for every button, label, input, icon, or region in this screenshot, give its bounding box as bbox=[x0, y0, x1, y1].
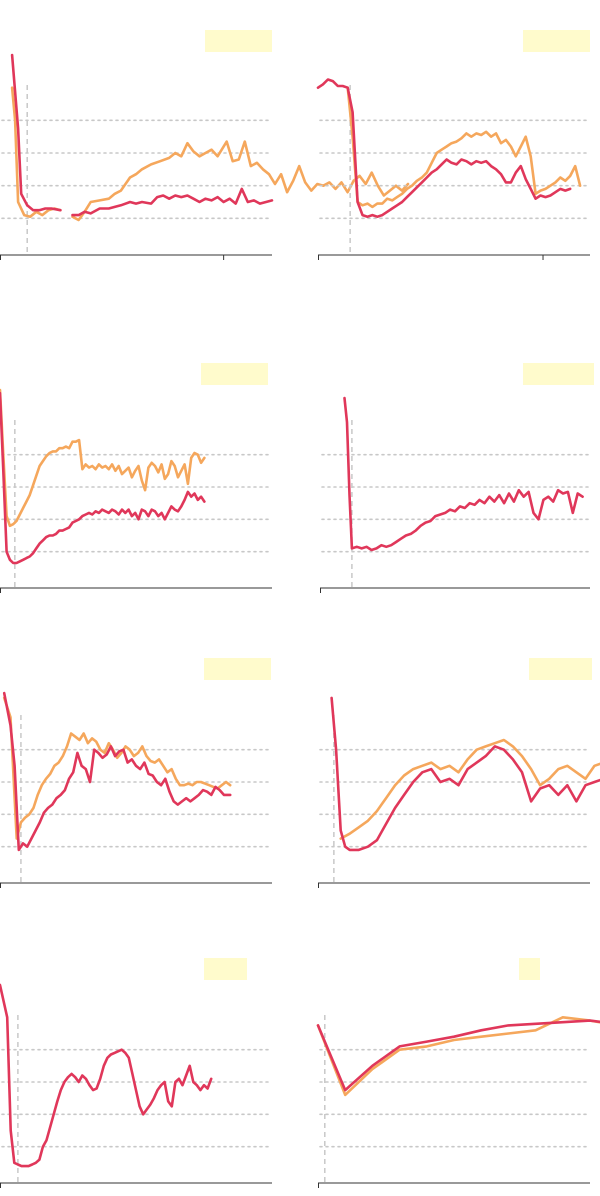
chart-panel-8 bbox=[316, 958, 600, 1188]
series-2-line bbox=[316, 1019, 600, 1092]
series-1-line bbox=[0, 983, 213, 1168]
series-2-line-segment-2 bbox=[71, 187, 274, 217]
chart-panel-3 bbox=[0, 363, 272, 593]
legend-highlight-box bbox=[529, 658, 592, 680]
chart-panel-5 bbox=[0, 658, 272, 888]
series-1-line bbox=[2, 696, 232, 840]
chart-panel-2 bbox=[316, 30, 590, 260]
series-1-line bbox=[346, 86, 582, 209]
legend-highlight-box bbox=[523, 30, 590, 52]
chart-panel-7 bbox=[0, 958, 272, 1188]
series-2-line-segment-1 bbox=[10, 53, 62, 212]
chart-panel-6 bbox=[318, 658, 600, 888]
legend-highlight-box bbox=[205, 30, 272, 52]
series-1-line bbox=[343, 396, 584, 552]
series-1-line bbox=[316, 1016, 600, 1097]
legend-highlight-box bbox=[204, 958, 247, 980]
legend-highlight-box bbox=[519, 958, 540, 980]
chart-panel-4 bbox=[320, 363, 594, 593]
legend-highlight-box bbox=[523, 363, 594, 385]
series-2-line bbox=[316, 78, 572, 218]
series-2-line bbox=[0, 391, 206, 565]
legend-highlight-box bbox=[204, 658, 271, 680]
series-2-line bbox=[330, 696, 600, 852]
series-1-line bbox=[0, 388, 206, 528]
series-2-line bbox=[2, 691, 232, 852]
series-1-line bbox=[339, 738, 600, 840]
chart-panel-1 bbox=[0, 30, 410, 260]
legend-highlight-box bbox=[201, 363, 268, 385]
